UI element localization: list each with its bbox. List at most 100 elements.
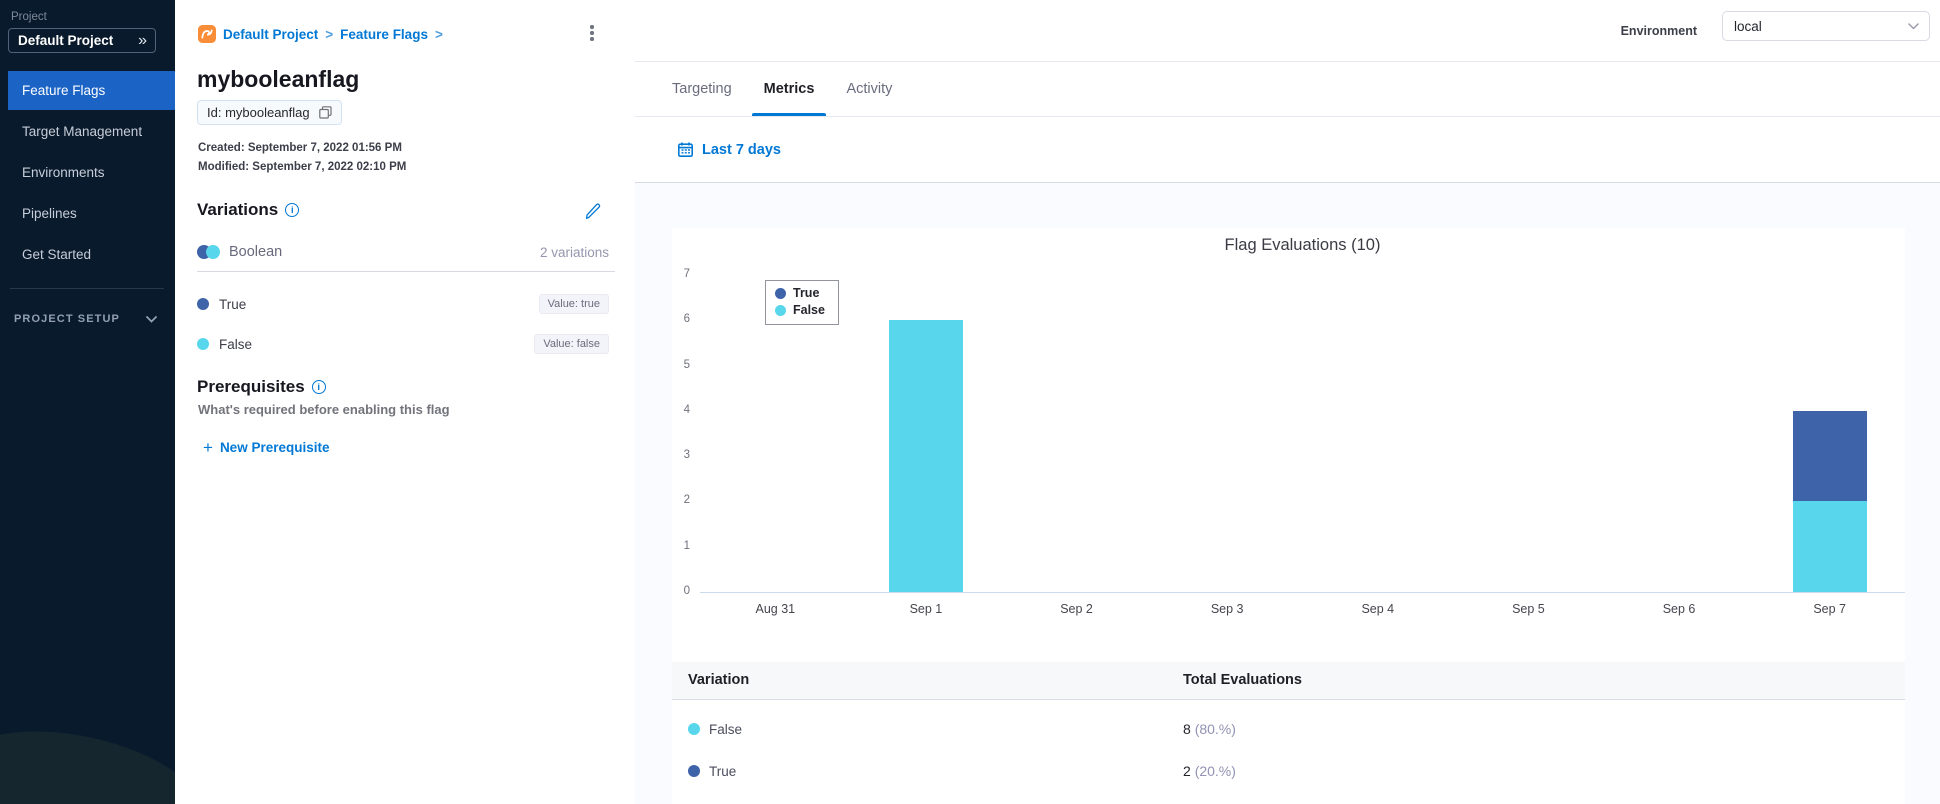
bar-sep-7-false[interactable] bbox=[1792, 501, 1867, 592]
bar-sep-1-false[interactable] bbox=[888, 320, 963, 592]
x-axis-label: Sep 6 bbox=[1662, 602, 1696, 616]
y-axis-tick: 3 bbox=[683, 449, 690, 462]
x-axis-line bbox=[700, 592, 1905, 593]
breadcrumb-separator: > bbox=[325, 26, 334, 42]
prerequisites-description: What's required before enabling this fla… bbox=[198, 402, 450, 417]
info-icon[interactable]: i bbox=[285, 203, 300, 217]
variation-list: True Value: true False Value: false bbox=[197, 284, 609, 364]
y-axis-tick: 1 bbox=[683, 539, 690, 552]
variation-row-false: False Value: false bbox=[197, 324, 609, 364]
prerequisites-heading: Prerequisites i bbox=[197, 377, 326, 397]
legend-item-false[interactable]: False bbox=[775, 303, 825, 317]
x-axis-label: Sep 1 bbox=[909, 602, 943, 616]
column-variation: Variation bbox=[688, 672, 750, 688]
table-row: True 2 (20.%) bbox=[672, 750, 1905, 792]
flag-detail-panel: Default Project > Feature Flags > mybool… bbox=[175, 0, 635, 804]
breadcrumb-separator: > bbox=[434, 26, 443, 42]
date-range-label: Last 7 days bbox=[702, 141, 781, 158]
variation-color-dot bbox=[197, 338, 209, 350]
tab-activity[interactable]: Activity bbox=[846, 81, 893, 97]
x-axis-label: Aug 31 bbox=[755, 602, 796, 616]
y-axis-tick: 5 bbox=[683, 358, 690, 371]
variation-color-dot bbox=[688, 723, 700, 735]
evaluation-count: 2 bbox=[1183, 763, 1195, 779]
table-row: False 8 (80.%) bbox=[672, 708, 1905, 750]
evaluations-table: Variation Total Evaluations False 8 (80.%… bbox=[672, 652, 1905, 804]
sidebar-item-label: Feature Flags bbox=[22, 83, 106, 98]
copy-icon[interactable] bbox=[318, 106, 332, 119]
environment-label: Environment bbox=[1620, 24, 1697, 38]
x-axis-label: Sep 4 bbox=[1361, 602, 1395, 616]
double-chevron-icon: » bbox=[138, 31, 147, 49]
project-selector[interactable]: Default Project » bbox=[8, 28, 156, 53]
sidebar-item-environments[interactable]: Environments bbox=[0, 152, 175, 193]
y-axis-tick: 7 bbox=[683, 267, 690, 280]
environment-select[interactable]: local bbox=[1722, 11, 1930, 41]
x-axis-label: Sep 5 bbox=[1512, 602, 1545, 616]
evaluation-percent: (20.%) bbox=[1194, 763, 1236, 779]
sidebar-item-label: Target Management bbox=[22, 124, 143, 139]
evaluations-chart: Flag Evaluations (10) True False 0 1 2 3 4 5 6 7… bbox=[672, 228, 1905, 652]
tab-metrics[interactable]: Metrics bbox=[751, 62, 827, 116]
chevron-down-icon bbox=[1908, 22, 1919, 30]
variation-color-dot bbox=[197, 298, 209, 310]
total-evaluations-value: 8 (80.%) bbox=[1183, 721, 1236, 737]
variation-value-chip: Value: true bbox=[538, 294, 609, 314]
project-label: Project bbox=[11, 11, 47, 23]
metrics-content: Flag Evaluations (10) True False 0 1 2 3 4 5 6 7… bbox=[635, 183, 1940, 804]
sidebar-item-label: Get Started bbox=[22, 247, 92, 262]
breadcrumb-link-feature-flags[interactable]: Feature Flags bbox=[340, 26, 428, 42]
decorative-curve bbox=[0, 709, 175, 804]
sidebar-item-target-management[interactable]: Target Management bbox=[0, 111, 175, 152]
variation-count: 2 variations bbox=[539, 244, 609, 260]
metrics-toolbar: Last 7 days bbox=[635, 117, 1940, 183]
legend-item-true[interactable]: True bbox=[775, 286, 825, 300]
variation-name: True bbox=[709, 763, 737, 779]
boolean-toggle-icon bbox=[197, 245, 220, 259]
total-evaluations-value: 2 (20.%) bbox=[1183, 763, 1236, 779]
bar-sep-7-true[interactable] bbox=[1792, 410, 1867, 502]
sidebar-item-label: Environments bbox=[22, 165, 105, 180]
sidebar-item-feature-flags[interactable]: Feature Flags bbox=[0, 70, 175, 111]
sidebar-item-pipelines[interactable]: Pipelines bbox=[0, 193, 175, 234]
sidebar-nav: Feature Flags Target Management Environmen… bbox=[0, 70, 175, 275]
environment-value: local bbox=[1734, 18, 1762, 34]
flag-id-chip: Id: mybooleanflag bbox=[197, 100, 342, 125]
flag-modified: Modified: September 7, 2022 02:10 PM bbox=[198, 161, 407, 173]
tab-targeting[interactable]: Targeting bbox=[672, 81, 732, 97]
legend-dot bbox=[775, 287, 786, 299]
breadcrumb-link-project[interactable]: Default Project bbox=[223, 26, 319, 42]
chart-title: Flag Evaluations (10) bbox=[1224, 236, 1381, 254]
flag-options-menu-button[interactable] bbox=[581, 20, 603, 46]
new-prerequisite-label: New Prerequisite bbox=[219, 440, 330, 455]
project-logo-icon bbox=[198, 25, 216, 43]
y-axis-tick: 0 bbox=[683, 585, 690, 597]
flag-id-text: Id: mybooleanflag bbox=[207, 105, 310, 120]
project-name: Default Project bbox=[18, 33, 114, 48]
y-axis-tick: 2 bbox=[683, 494, 690, 507]
column-total-evaluations: Total Evaluations bbox=[1183, 672, 1302, 688]
variation-value-chip: Value: false bbox=[534, 334, 609, 354]
project-setup-toggle[interactable]: PROJECT SETUP bbox=[0, 306, 175, 332]
sidebar-item-get-started[interactable]: Get Started bbox=[0, 234, 175, 275]
variations-divider bbox=[197, 271, 615, 272]
x-axis-label: Sep 7 bbox=[1813, 602, 1847, 616]
legend-label: True bbox=[793, 286, 820, 300]
sidebar-item-label: Pipelines bbox=[22, 206, 77, 221]
variation-type-label: Boolean bbox=[229, 244, 283, 260]
main-header: Environment local bbox=[635, 0, 1940, 62]
date-range-button[interactable]: Last 7 days bbox=[672, 141, 787, 159]
info-icon[interactable]: i bbox=[311, 380, 326, 394]
sidebar-divider bbox=[10, 288, 164, 289]
new-prerequisite-button[interactable]: + New Prerequisite bbox=[197, 438, 335, 457]
variation-name: False bbox=[709, 721, 743, 737]
y-axis-tick: 6 bbox=[683, 313, 690, 326]
variation-row-true: True Value: true bbox=[197, 284, 609, 324]
variation-color-dot bbox=[688, 765, 700, 777]
variation-name: True bbox=[219, 296, 247, 312]
evaluation-percent: (80.%) bbox=[1194, 721, 1236, 737]
edit-variations-icon[interactable] bbox=[584, 202, 601, 222]
variations-heading: Variations i bbox=[197, 200, 300, 220]
x-axis-label: Sep 2 bbox=[1060, 602, 1093, 616]
